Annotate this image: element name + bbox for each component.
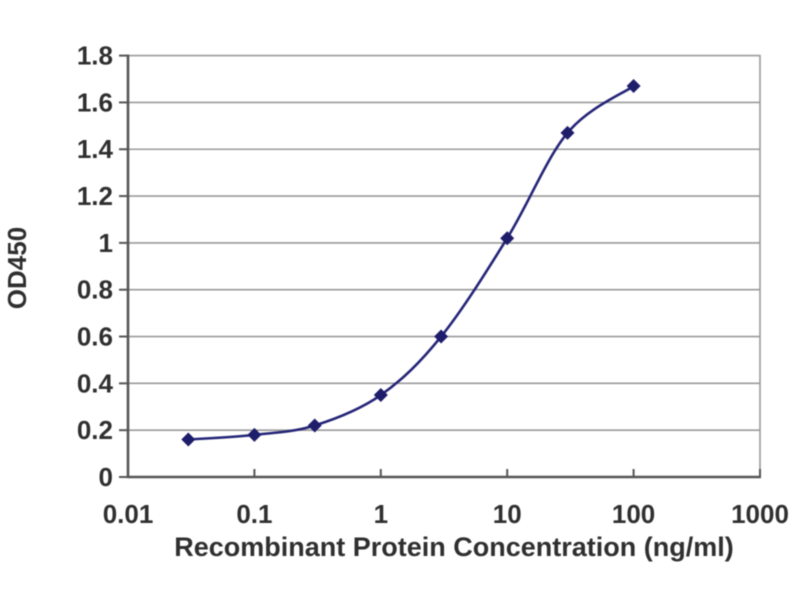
x-axis-title: Recombinant Protein Concentration (ng/ml… xyxy=(174,532,734,562)
data-point-marker xyxy=(307,418,322,433)
data-point-marker xyxy=(181,432,196,447)
y-tick-label: 0.2 xyxy=(77,415,113,445)
plot-area-border xyxy=(127,54,761,478)
data-point-marker xyxy=(373,388,388,403)
x-tick-label: 100 xyxy=(612,499,655,529)
x-tick-label: 10 xyxy=(493,499,522,529)
data-series-layer xyxy=(181,79,641,447)
gridline-layer xyxy=(127,54,761,478)
x-tick-label: 1000 xyxy=(731,499,789,529)
y-tick-label: 1.2 xyxy=(77,181,113,211)
x-tick-label: 0.01 xyxy=(103,499,154,529)
y-axis-title: OD450 xyxy=(2,227,32,309)
series-line xyxy=(188,84,635,441)
data-point-marker xyxy=(500,231,515,246)
y-tick-label: 0 xyxy=(99,462,113,492)
y-tick-label: 0.4 xyxy=(77,368,114,398)
y-tick-label: 1.6 xyxy=(77,87,113,117)
y-tick-label: 1 xyxy=(99,228,113,258)
data-point-marker xyxy=(434,329,449,344)
x-tick-label: 0.1 xyxy=(236,499,272,529)
data-point-marker xyxy=(626,79,641,94)
y-tick-label: 1.8 xyxy=(77,41,113,71)
y-tick-label: 0.8 xyxy=(77,275,113,305)
data-point-marker xyxy=(560,125,575,140)
axis-tick-layer: 0 0.2 0.4 0.6 0.8 1 1.2 1.4 1.6 1.8 0.01 0.1 1 10 100 1… xyxy=(77,41,789,529)
y-tick-label: 0.6 xyxy=(77,322,113,352)
y-tick-label: 1.4 xyxy=(77,134,114,164)
data-point-marker xyxy=(247,427,262,442)
x-tick-label: 1 xyxy=(374,499,388,529)
